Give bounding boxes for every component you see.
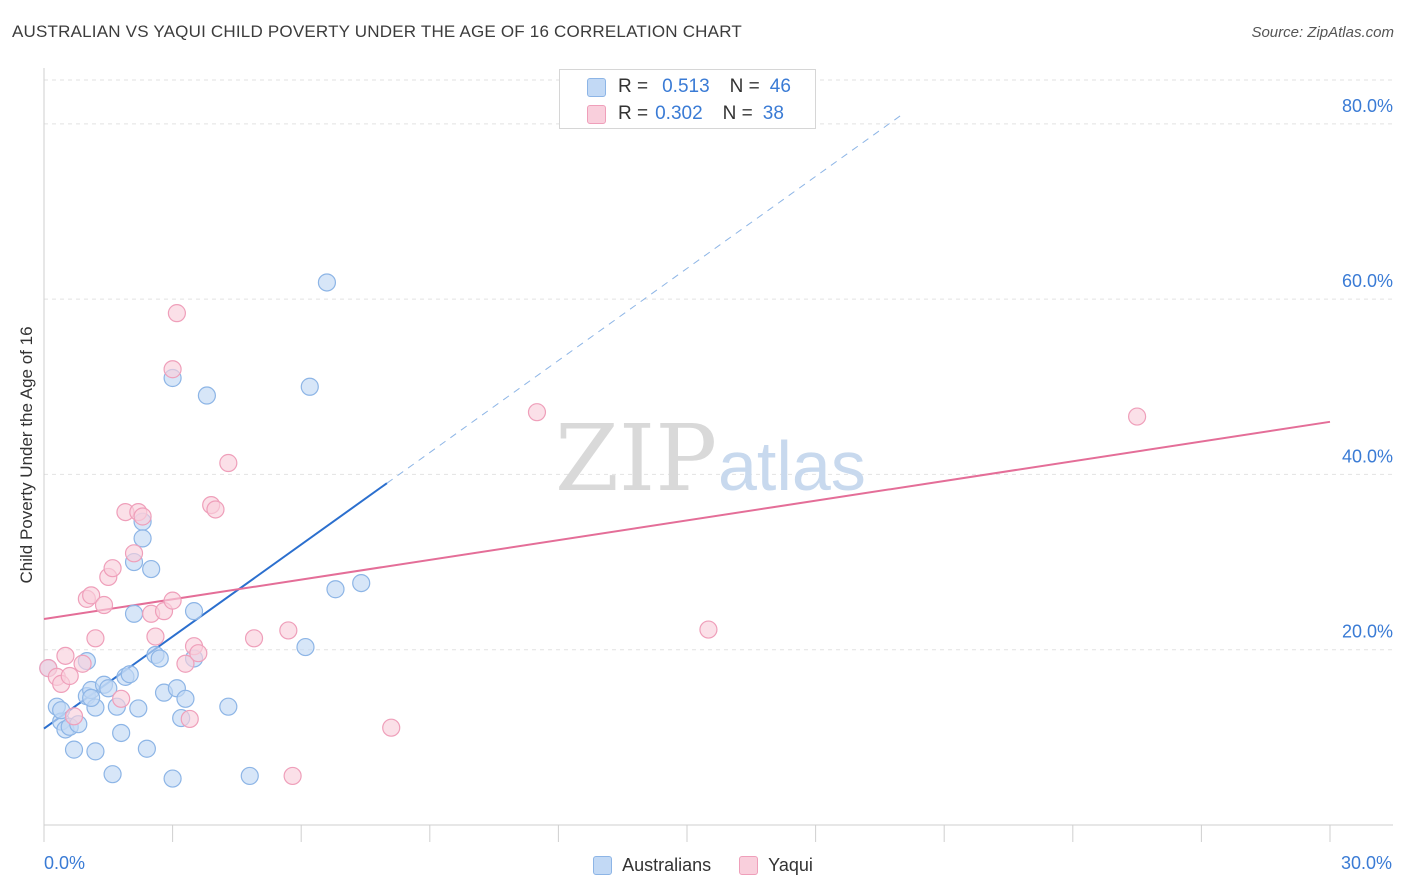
yaqui-point xyxy=(189,644,208,663)
yaqui-point xyxy=(527,403,547,422)
yaqui-point xyxy=(279,621,298,640)
australians-point xyxy=(82,688,101,708)
y-tick-label: 60.0% xyxy=(1342,271,1393,291)
tick-labels: 20.0% 40.0% 60.0% 80.0% 0.0% 30.0% xyxy=(44,96,1393,873)
legend-row-yaqui: R = 0.302 N = 38 xyxy=(560,101,784,127)
australians-point xyxy=(219,697,238,716)
yaqui-point xyxy=(219,453,238,473)
australians-point xyxy=(124,604,144,623)
australians-point xyxy=(99,679,118,698)
legend-n-value: 38 xyxy=(762,103,784,124)
australians-swatch xyxy=(587,77,606,97)
yaqui-point xyxy=(206,500,225,519)
legend-n-value: 46 xyxy=(769,76,791,97)
australians-point xyxy=(129,699,148,718)
australians-point xyxy=(112,723,131,743)
yaqui-point xyxy=(163,591,182,610)
australians-swatch xyxy=(593,855,613,875)
yaqui-point xyxy=(699,620,718,639)
yaqui-point xyxy=(180,709,199,729)
legend-item-yaqui: Yaqui xyxy=(739,855,813,876)
y-tick-label: 20.0% xyxy=(1342,622,1393,642)
legend-r-value: 0.513 xyxy=(662,76,710,97)
australians-trendline-extension xyxy=(386,114,902,484)
yaqui-label: Yaqui xyxy=(768,854,813,875)
yaqui-point xyxy=(86,629,105,648)
yaqui-point xyxy=(82,586,101,605)
australians-point xyxy=(317,273,337,292)
y-axis-label: Child Poverty Under the Age of 16 xyxy=(17,326,36,584)
watermark-atlas: atlas xyxy=(718,427,866,505)
yaqui-point xyxy=(112,689,131,708)
australians-point xyxy=(133,529,152,548)
yaqui-trendline xyxy=(43,420,1331,621)
yaqui-point xyxy=(56,646,75,665)
yaqui-swatch xyxy=(739,855,759,875)
legend-r-label: R = xyxy=(618,103,649,124)
australians-point xyxy=(86,742,105,761)
yaqui-point xyxy=(283,766,302,786)
yaqui-point xyxy=(124,544,144,563)
yaqui-point xyxy=(382,718,401,737)
yaqui-point xyxy=(146,627,165,646)
yaqui-point xyxy=(176,654,195,673)
chart-title: AUSTRALIAN VS YAQUI CHILD POVERTY UNDER … xyxy=(12,22,742,41)
australians-point xyxy=(103,765,122,784)
legend-n-label: N = xyxy=(729,76,760,97)
australians-point xyxy=(176,689,195,708)
australians-point xyxy=(64,740,84,759)
stats-legend: R = 0.513 N = 46 R = 0.302 N = 38 xyxy=(559,69,816,129)
legend-r-value: 0.302 xyxy=(655,103,703,124)
australians-point xyxy=(197,386,216,405)
y-tick-label: 40.0% xyxy=(1342,446,1393,466)
australians-label: Australians xyxy=(622,854,712,875)
scatter-points xyxy=(39,273,1147,788)
yaqui-point xyxy=(73,654,92,673)
australians-point xyxy=(150,649,169,668)
yaqui-point xyxy=(60,666,79,686)
grid-layer xyxy=(44,79,1393,651)
australians-point xyxy=(120,665,139,684)
australians-point xyxy=(163,769,182,788)
source-credit: Source: ZipAtlas.com xyxy=(1251,24,1394,41)
watermark: ZIP atlas xyxy=(555,405,866,512)
axis-layer xyxy=(43,68,1393,842)
legend-row-australians: R = 0.513 N = 46 xyxy=(560,74,791,100)
x-tick-label: 0.0% xyxy=(44,853,85,873)
yaqui-point xyxy=(167,304,186,323)
australians-point xyxy=(352,573,371,593)
australians-point xyxy=(296,637,315,657)
yaqui-point xyxy=(94,595,114,615)
x-tick-label: 30.0% xyxy=(1341,853,1392,873)
yaqui-point xyxy=(103,559,122,578)
yaqui-point xyxy=(244,629,264,648)
yaqui-point xyxy=(1127,407,1147,426)
australians-point xyxy=(300,377,319,396)
australians-point xyxy=(240,766,259,786)
yaqui-swatch xyxy=(587,104,606,124)
yaqui-point xyxy=(133,507,152,526)
australians-point xyxy=(137,739,156,758)
australians-point xyxy=(142,559,161,579)
legend-r-label: R = xyxy=(618,76,649,97)
legend-n-label: N = xyxy=(722,103,753,124)
y-tick-label: 80.0% xyxy=(1342,96,1393,116)
watermark-zip: ZIP xyxy=(555,405,717,512)
yaqui-point xyxy=(163,360,182,379)
australians-point xyxy=(326,580,345,599)
australians-point xyxy=(184,602,204,621)
series-legend: Australians Yaqui xyxy=(0,851,1406,879)
yaqui-point xyxy=(64,707,84,726)
legend-item-australians: Australians xyxy=(593,855,711,876)
